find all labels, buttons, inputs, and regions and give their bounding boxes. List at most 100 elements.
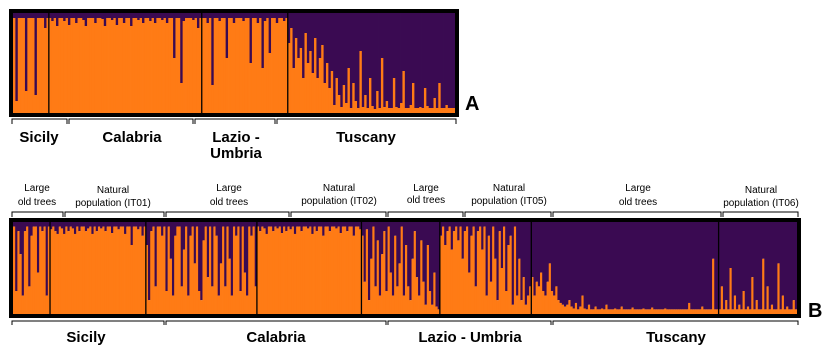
panel-b-bar-g6-31-cluster2 (505, 222, 508, 291)
panel-b-bar-g5-27-cluster1 (418, 295, 421, 314)
panel-b-bar-g7-27-cluster1 (587, 304, 591, 314)
panel-b-bar-g7-22-cluster1 (577, 309, 580, 314)
panel-a-bar-g2-63-cluster1 (196, 28, 200, 113)
panel-b-bar-g3-28-cluster2 (204, 222, 208, 227)
panel-a-bar-g3-8-cluster1 (218, 21, 222, 113)
panel-a-bar-g4-55-cluster1 (416, 108, 420, 113)
panel-a-bar-g2-29-cluster1 (115, 25, 119, 113)
panel-a-bar-g2-58-cluster2 (185, 13, 188, 18)
panel-b-bar-g2-35-cluster2 (124, 222, 127, 234)
panel-a-bar-g1-7-cluster2 (27, 13, 31, 18)
panel-b-bar-g2-10-cluster1 (69, 226, 73, 314)
panel-b-bar-g7-14-cluster1 (559, 302, 563, 314)
panel-b-bar-g8-30-cluster2 (781, 222, 785, 296)
panel-b-bar-g7-12-cluster2 (555, 222, 558, 287)
panel-b-bar-g7-9-cluster2 (548, 222, 552, 264)
panel-b-bar-g6-23-cluster2 (487, 222, 491, 236)
panel-a-bar-g4-64-cluster2 (438, 13, 442, 83)
panel-a-bar-g4-43-cluster2 (388, 13, 391, 108)
panel-b-bar-g4-25-cluster1 (309, 226, 312, 314)
panel-a-bar-g3-13-cluster1 (230, 18, 234, 113)
panel-a-bar-g4-2-cluster2 (290, 13, 293, 28)
panel-b: Large old trees Natural population (IT01… (9, 183, 822, 346)
panel-b-bar-g2-21-cluster2 (93, 222, 97, 227)
panel-b-bar-g5-5-cluster2 (370, 222, 373, 259)
panel-b-bar-g6-28-cluster1 (498, 231, 502, 314)
panel-b-bar-g5-15-cluster1 (391, 295, 395, 314)
panel-b-bar-g5-26-cluster2 (415, 222, 419, 278)
panel-a-bar-g4-28-cluster1 (352, 83, 356, 113)
panel-a-bar-g4-70-cluster1 (452, 108, 456, 113)
panel-b-bar-g7-43-cluster1 (622, 309, 626, 314)
panel-a-bar-g2-59-cluster2 (187, 13, 191, 18)
panel-b-bottom-brackets (11, 320, 799, 325)
panel-b-bar-g3-11-cluster2 (167, 222, 171, 227)
panel-b-bar-g5-35-cluster1 (435, 306, 439, 314)
panel-a-bar-g4-68-cluster1 (447, 108, 451, 113)
panel-b-bar-g2-32-cluster1 (117, 229, 121, 314)
panel-b-bar-g6-1-cluster1 (439, 235, 443, 314)
panel-b-bar-g2-17-cluster1 (84, 231, 88, 314)
panel-b-bar-g8-12-cluster1 (742, 291, 746, 314)
panel-b-bar-g8-8-cluster2 (733, 222, 737, 296)
panel-a-bar-g2-25-cluster1 (106, 18, 109, 113)
panel-a-bar-g2-7-cluster1 (63, 21, 66, 113)
panel-b-bar-g5-25-cluster1 (413, 231, 417, 314)
panel-b-bar-g2-30-cluster1 (113, 226, 116, 314)
panel-b-bar-g3-49-cluster2 (250, 222, 253, 236)
panel-b-header-2-line1: Natural (97, 185, 129, 196)
panel-b-bar-g1-8-cluster2 (28, 222, 31, 287)
panel-b-bar-g7-51-cluster2 (640, 222, 643, 310)
panel-b-bar-g3-28-cluster1 (204, 226, 208, 314)
panel-b-bar-g2-3-cluster2 (54, 222, 57, 232)
panel-b-bar-g7-68-cluster2 (677, 222, 680, 310)
panel-b-bar-g8-17-cluster1 (753, 309, 757, 314)
panel-a-bar-g1-4-cluster2 (20, 13, 23, 18)
panel-b-bar-g4-8-cluster2 (272, 222, 275, 232)
panel-b-bar-g7-84-cluster2 (712, 222, 715, 259)
panel-a-bar-g3-11-cluster2 (225, 13, 229, 58)
panel-b-bar-g5-25-cluster2 (413, 222, 417, 232)
panel-a-bar-g3-4-cluster1 (208, 18, 212, 113)
panel-b-bar-g6-25-cluster1 (492, 226, 495, 314)
panel-b-bar-g7-45-cluster1 (627, 309, 630, 314)
panel-b-bar-g7-44-cluster2 (624, 222, 628, 310)
panel-a-bar-g3-19-cluster2 (244, 13, 248, 18)
panel-a-bar-g2-21-cluster2 (96, 13, 100, 18)
panel-a-bar-g4-47-cluster2 (397, 13, 401, 108)
panel-b-bar-g4-30-cluster2 (320, 222, 323, 227)
panel-b-bar-g5-14-cluster1 (389, 272, 393, 314)
panel-b-bar-g6-9-cluster1 (457, 240, 460, 314)
panel-b-bar-g3-14-cluster1 (174, 235, 177, 314)
panel-b-bar-g3-14-cluster2 (174, 222, 177, 236)
panel-a-bar-g4-45-cluster2 (392, 13, 396, 78)
panel-a-bar-g3-28-cluster2 (266, 13, 270, 18)
panel-b-bar-g3-35-cluster1 (219, 263, 223, 314)
panel-a-bar-g1-15-cluster1 (46, 18, 50, 113)
panel-a-bar-g2-44-cluster2 (151, 13, 155, 18)
panel-b-bar-g8-35-cluster2 (792, 222, 796, 301)
panel-a-bar-g4-54-cluster2 (414, 13, 418, 108)
panel-b-bar-g2-9-cluster1 (67, 231, 71, 314)
panel-b-bar-g3-10-cluster2 (165, 222, 169, 291)
panel-a-bar-g2-51-cluster2 (168, 13, 172, 18)
panel-b-bar-g6-24-cluster2 (489, 222, 493, 282)
panel-a-bar-g4-37-cluster2 (373, 13, 377, 109)
panel-a-bar-g4-56-cluster2 (419, 13, 422, 107)
panel-a-bar-g3-36-cluster1 (285, 18, 289, 113)
panel-b-bar-g7-53-cluster1 (644, 309, 648, 314)
panel-b-bar-g6-21-cluster2 (483, 222, 486, 227)
panel-a-bar-g2-3-cluster1 (53, 18, 57, 113)
panel-b-bar-g4-2-cluster2 (259, 222, 262, 232)
panel-b-bar-g4-47-cluster2 (357, 222, 360, 227)
panel-b-group-separators (49, 222, 720, 314)
panel-a-bar-g3-9-cluster1 (220, 18, 224, 113)
panel-b-bar-g1-11-cluster1 (34, 226, 38, 314)
panel-b-bar-g1-1-cluster1 (13, 226, 16, 314)
panel-b-bar-g3-5-cluster2 (154, 222, 158, 287)
panel-b-bar-g7-13-cluster2 (557, 222, 561, 301)
panel-a-bars (13, 13, 456, 113)
panel-b-bar-g8-15-cluster1 (749, 309, 752, 314)
panel-b-bar-g7-50-cluster2 (638, 222, 641, 310)
